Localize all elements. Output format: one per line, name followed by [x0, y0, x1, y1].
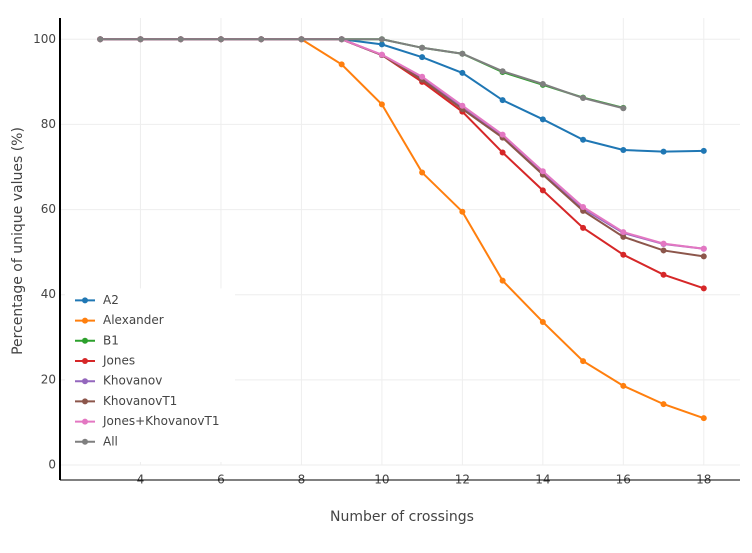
data-point [459, 208, 466, 215]
data-point [459, 69, 466, 76]
legend-label: Alexander [103, 313, 164, 327]
series-line [100, 38, 624, 110]
data-point [97, 36, 104, 43]
legend-label: All [103, 434, 118, 448]
series [97, 36, 627, 112]
data-point [700, 253, 707, 260]
data-point [539, 168, 546, 175]
data-point [499, 149, 506, 156]
data-point [620, 233, 627, 240]
legend-background [65, 288, 235, 462]
legend-label: Jones [102, 354, 135, 368]
legend-label: B1 [103, 333, 119, 347]
data-point [499, 68, 506, 75]
legend-label: KhovanovT1 [103, 394, 177, 408]
data-point [378, 41, 385, 48]
series [97, 36, 707, 292]
y-tick-label: 80 [41, 117, 56, 131]
legend-marker [82, 317, 88, 324]
data-point [700, 415, 707, 422]
data-point [580, 224, 587, 231]
data-point [700, 285, 707, 292]
legend-marker [82, 337, 88, 344]
data-point [660, 271, 667, 278]
data-point [338, 36, 345, 43]
data-point [620, 251, 627, 258]
data-point [620, 146, 627, 153]
series-line [100, 38, 624, 109]
data-point [539, 116, 546, 123]
data-point [499, 97, 506, 104]
data-point [419, 73, 426, 80]
legend-marker [82, 418, 88, 425]
legend: A2 Alexander B1 Jones Khovanov KhovanovT1 Jone… [65, 288, 235, 462]
series-line [100, 38, 704, 250]
legend-label: Khovanov [103, 374, 162, 388]
x-axis-title: Number of crossings [330, 509, 474, 525]
data-point [539, 318, 546, 325]
legend-label: A2 [103, 293, 119, 307]
series-line [100, 38, 705, 290]
data-point [620, 382, 627, 389]
data-point [580, 95, 587, 102]
data-point [660, 401, 667, 408]
data-point [298, 36, 305, 43]
data-point [660, 148, 667, 155]
data-point [620, 229, 627, 236]
data-point [660, 247, 667, 254]
legend-marker [82, 358, 88, 364]
legend-marker [82, 297, 88, 304]
data-point [419, 44, 426, 51]
data-point [378, 36, 385, 43]
data-point [660, 240, 667, 247]
data-point [539, 80, 546, 87]
data-point [499, 277, 506, 284]
data-point [419, 54, 426, 61]
legend-label: Jones+KhovanovT1 [102, 414, 219, 428]
series-line [100, 38, 704, 153]
data-point [620, 105, 627, 112]
data-point [378, 51, 385, 58]
y-tick-label: 100 [33, 32, 56, 46]
legend-marker [82, 438, 88, 445]
data-point [459, 102, 466, 109]
data-point [580, 204, 587, 211]
data-point [700, 147, 707, 154]
data-point [539, 187, 546, 194]
data-point [338, 61, 345, 68]
data-point [580, 136, 587, 143]
y-axis-title: Percentage of unique values (%) [10, 127, 26, 355]
data-point [459, 50, 466, 57]
data-point [217, 36, 224, 43]
legend-marker [82, 378, 88, 385]
data-point [137, 36, 144, 43]
data-point [378, 101, 385, 108]
data-point [700, 245, 707, 252]
data-point [258, 36, 265, 43]
legend-marker [82, 398, 88, 405]
y-tick-label: 60 [41, 202, 56, 216]
y-tick-label: 0 [48, 458, 56, 472]
data-point [580, 358, 587, 365]
data-point [177, 36, 184, 43]
y-tick-label: 20 [41, 372, 56, 386]
y-tick-label: 40 [41, 287, 56, 301]
series-line [100, 38, 704, 250]
data-point [499, 131, 506, 138]
data-point [419, 169, 426, 176]
